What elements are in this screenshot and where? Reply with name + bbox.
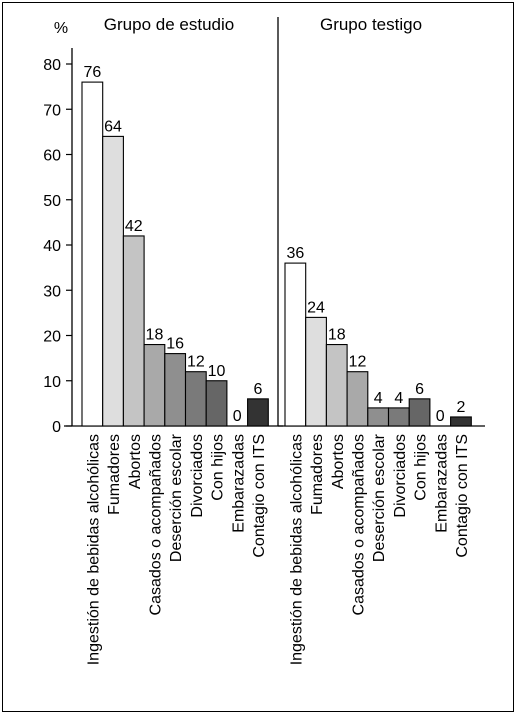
- bar-value-label: 6: [415, 381, 424, 398]
- bar: [122, 235, 145, 427]
- bar: [184, 371, 207, 427]
- category-label: Embarazadas: [433, 434, 450, 533]
- bar-value-label: 4: [394, 390, 403, 407]
- y-tick-label: 0: [52, 419, 61, 436]
- panel-title: Grupo de estudio: [104, 15, 234, 34]
- bar-value-label: 12: [187, 354, 205, 371]
- bar-value-label: 18: [328, 327, 346, 344]
- bar-value-label: 0: [436, 408, 445, 425]
- category-label: Divorciados: [189, 434, 206, 518]
- bar-value-label: 64: [104, 118, 122, 135]
- bar: [450, 416, 472, 427]
- category-label: Deserción escolar: [168, 433, 185, 562]
- category-label: Con hijos: [210, 434, 227, 501]
- category-label: Deserción escolar: [371, 433, 388, 562]
- category-label: Fumadores: [309, 434, 326, 515]
- y-axis-label: %: [54, 20, 68, 37]
- y-tick-label: 40: [43, 238, 61, 255]
- bar-value-label: 4: [374, 390, 383, 407]
- bar: [81, 81, 104, 427]
- category-label: Fumadores: [106, 434, 123, 515]
- category-label: Contagio con ITS: [251, 434, 268, 558]
- bar-value-label: 76: [83, 64, 101, 81]
- bar-value-label: 2: [456, 399, 465, 416]
- y-tick-label: 60: [43, 148, 61, 165]
- category-label: Casados o acompañados: [350, 434, 367, 615]
- bar: [408, 398, 431, 427]
- category-label: Divorciados: [392, 434, 409, 518]
- bar: [102, 135, 124, 427]
- category-label: Ingestión de bebidas alcohólicas: [288, 434, 305, 665]
- bar-value-label: 24: [307, 299, 325, 316]
- bar: [367, 407, 390, 427]
- y-tick-label: 50: [43, 193, 61, 210]
- y-tick-label: 10: [43, 374, 61, 391]
- bar-value-label: 0: [233, 408, 242, 425]
- bar: [205, 380, 228, 427]
- category-label: Abortos: [330, 434, 347, 489]
- category-label: Casados o acompañados: [147, 434, 164, 615]
- bar: [346, 371, 369, 427]
- y-tick-label: 30: [43, 283, 61, 300]
- bar: [305, 316, 327, 427]
- y-tick-label: 80: [43, 57, 61, 74]
- bar-value-label: 6: [253, 381, 262, 398]
- bar-value-label: 12: [349, 354, 367, 371]
- bar-value-label: 10: [208, 363, 226, 380]
- bar-value-label: 42: [125, 218, 143, 235]
- bar-value-label: 36: [286, 245, 304, 262]
- category-label: Abortos: [127, 434, 144, 489]
- bar: [284, 262, 307, 427]
- category-label: Ingestión de bebidas alcohólicas: [85, 434, 102, 665]
- bar: [387, 407, 410, 427]
- category-label: Con hijos: [413, 434, 430, 501]
- bar-value-label: 18: [146, 327, 164, 344]
- bar-value-label: 16: [166, 336, 184, 353]
- category-label: Contagio con ITS: [454, 434, 471, 558]
- bar: [325, 343, 348, 427]
- panel-title: Grupo testigo: [320, 15, 422, 34]
- bar: [247, 398, 269, 427]
- y-tick-label: 70: [43, 102, 61, 119]
- bar: [143, 343, 166, 427]
- bar: [164, 353, 187, 427]
- y-tick-label: 20: [43, 329, 61, 346]
- category-label: Embarazadas: [230, 434, 247, 533]
